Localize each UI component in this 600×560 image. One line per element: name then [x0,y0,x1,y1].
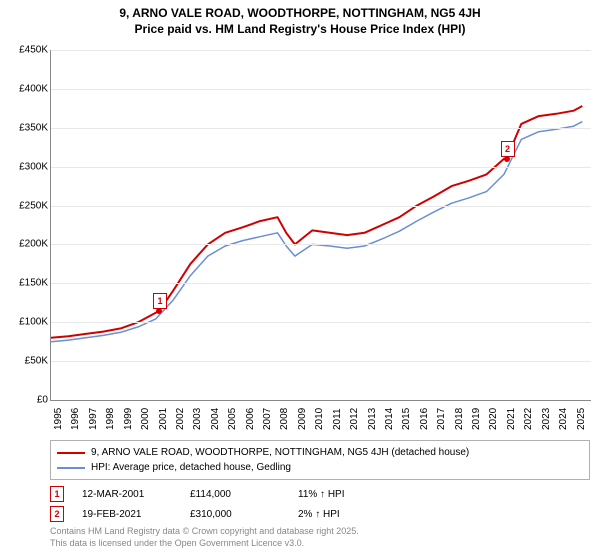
legend-label: 9, ARNO VALE ROAD, WOODTHORPE, NOTTINGHA… [91,445,469,460]
marker-label: 2 [501,141,515,157]
y-tick-label: £0 [4,395,48,406]
gridline [51,322,591,323]
x-tick-label: 2022 [523,408,534,430]
x-tick-label: 1995 [53,408,64,430]
x-tick-label: 2009 [297,408,308,430]
title-block: 9, ARNO VALE ROAD, WOODTHORPE, NOTTINGHA… [0,0,600,37]
x-tick-label: 2014 [384,408,395,430]
x-tick-label: 1998 [105,408,116,430]
x-tick-label: 2002 [175,408,186,430]
footer-line-1: Contains HM Land Registry data © Crown c… [50,526,590,538]
x-tick-label: 2005 [227,408,238,430]
x-tick-label: 1996 [70,408,81,430]
note-price: £114,000 [190,489,280,500]
gridline [51,128,591,129]
legend-swatch [57,467,85,469]
marker-label: 1 [153,293,167,309]
x-tick-label: 2003 [192,408,203,430]
y-tick-label: £300K [4,161,48,172]
series-svg [51,50,591,400]
y-tick-label: £100K [4,317,48,328]
plot-area: 12 [50,50,591,401]
title-line-1: 9, ARNO VALE ROAD, WOODTHORPE, NOTTINGHA… [0,6,600,22]
note-delta: 11% ↑ HPI [298,489,388,500]
x-tick-label: 2004 [210,408,221,430]
note-date: 12-MAR-2001 [82,489,172,500]
transaction-notes: 1 12-MAR-2001 £114,000 11% ↑ HPI 2 19-FEB-202… [50,486,590,522]
note-delta: 2% ↑ HPI [298,509,388,520]
footer-line-2: This data is licensed under the Open Gov… [50,538,590,550]
y-tick-label: £450K [4,45,48,56]
x-tick-label: 2025 [576,408,587,430]
note-row: 1 12-MAR-2001 £114,000 11% ↑ HPI [50,486,590,502]
footer: Contains HM Land Registry data © Crown c… [50,526,590,549]
chart-area: 12 £0£50K£100K£150K£200K£250K£300K£350K£… [0,40,600,440]
note-marker: 2 [50,506,64,522]
y-tick-label: £350K [4,122,48,133]
legend-swatch [57,452,85,454]
note-date: 19-FEB-2021 [82,509,172,520]
x-tick-label: 2013 [367,408,378,430]
y-tick-label: £400K [4,83,48,94]
title-line-2: Price paid vs. HM Land Registry's House … [0,22,600,38]
x-tick-label: 2021 [506,408,517,430]
y-tick-label: £50K [4,356,48,367]
gridline [51,89,591,90]
x-tick-label: 2018 [454,408,465,430]
bottom-block: 9, ARNO VALE ROAD, WOODTHORPE, NOTTINGHA… [50,440,590,549]
note-row: 2 19-FEB-2021 £310,000 2% ↑ HPI [50,506,590,522]
x-tick-label: 1999 [123,408,134,430]
legend-row: 9, ARNO VALE ROAD, WOODTHORPE, NOTTINGHA… [57,445,583,460]
x-tick-label: 2006 [245,408,256,430]
y-tick-label: £150K [4,278,48,289]
x-tick-label: 2011 [332,408,343,430]
x-tick-label: 1997 [88,408,99,430]
x-tick-label: 2024 [558,408,569,430]
legend: 9, ARNO VALE ROAD, WOODTHORPE, NOTTINGHA… [50,440,590,480]
legend-row: HPI: Average price, detached house, Gedl… [57,460,583,475]
note-price: £310,000 [190,509,280,520]
note-marker: 1 [50,486,64,502]
gridline [51,167,591,168]
gridline [51,361,591,362]
x-tick-label: 2010 [314,408,325,430]
x-tick-label: 2015 [401,408,412,430]
gridline [51,283,591,284]
gridline [51,206,591,207]
x-tick-label: 2016 [419,408,430,430]
legend-label: HPI: Average price, detached house, Gedl… [91,460,291,475]
x-tick-label: 2001 [158,408,169,430]
x-tick-label: 2007 [262,408,273,430]
x-tick-label: 2008 [279,408,290,430]
gridline [51,244,591,245]
y-tick-label: £200K [4,239,48,250]
y-tick-label: £250K [4,200,48,211]
x-tick-label: 2000 [140,408,151,430]
x-tick-label: 2020 [488,408,499,430]
x-tick-label: 2023 [541,408,552,430]
x-tick-label: 2019 [471,408,482,430]
x-tick-label: 2017 [436,408,447,430]
gridline [51,50,591,51]
chart-container: 9, ARNO VALE ROAD, WOODTHORPE, NOTTINGHA… [0,0,600,560]
x-tick-label: 2012 [349,408,360,430]
